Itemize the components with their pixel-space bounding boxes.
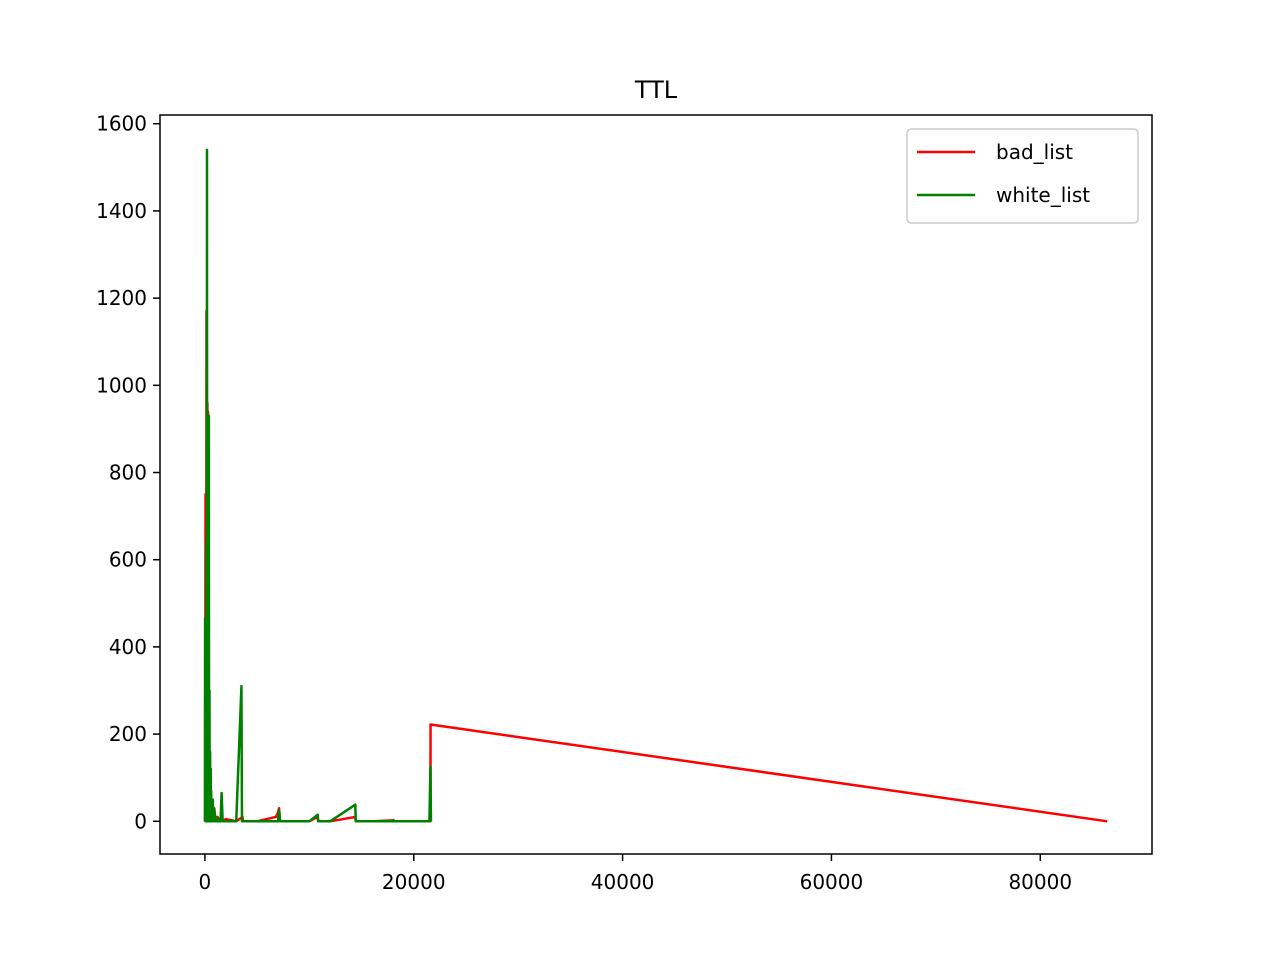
x-tick-label: 20000 — [382, 870, 446, 894]
y-tick-label: 1200 — [96, 286, 147, 310]
x-tick-label: 0 — [199, 870, 212, 894]
x-axis: 0 20000 40000 60000 80000 — [199, 854, 1072, 894]
y-tick-label: 0 — [134, 809, 147, 833]
plot-frame — [159, 114, 1153, 855]
y-tick-label: 1000 — [96, 373, 147, 397]
legend: bad_list white_list — [906, 128, 1139, 224]
y-tick-label: 800 — [109, 461, 147, 485]
x-tick-label: 60000 — [800, 870, 864, 894]
y-tick-label: 1400 — [96, 199, 147, 223]
legend-label-white-list: white_list — [996, 183, 1090, 207]
legend-label-bad-list: bad_list — [996, 140, 1073, 164]
x-tick-label: 80000 — [1008, 870, 1072, 894]
series-layer — [203, 148, 1108, 823]
y-tick-label: 200 — [109, 722, 147, 746]
y-tick-label: 400 — [109, 635, 147, 659]
chart-title: TTL — [634, 76, 678, 104]
y-tick-label: 1600 — [96, 112, 147, 136]
y-axis: 0 200 400 600 800 1000 1200 1400 1600 — [96, 112, 160, 833]
y-tick-label: 600 — [109, 548, 147, 572]
series-line-white-list — [203, 148, 433, 823]
x-tick-label: 40000 — [591, 870, 655, 894]
